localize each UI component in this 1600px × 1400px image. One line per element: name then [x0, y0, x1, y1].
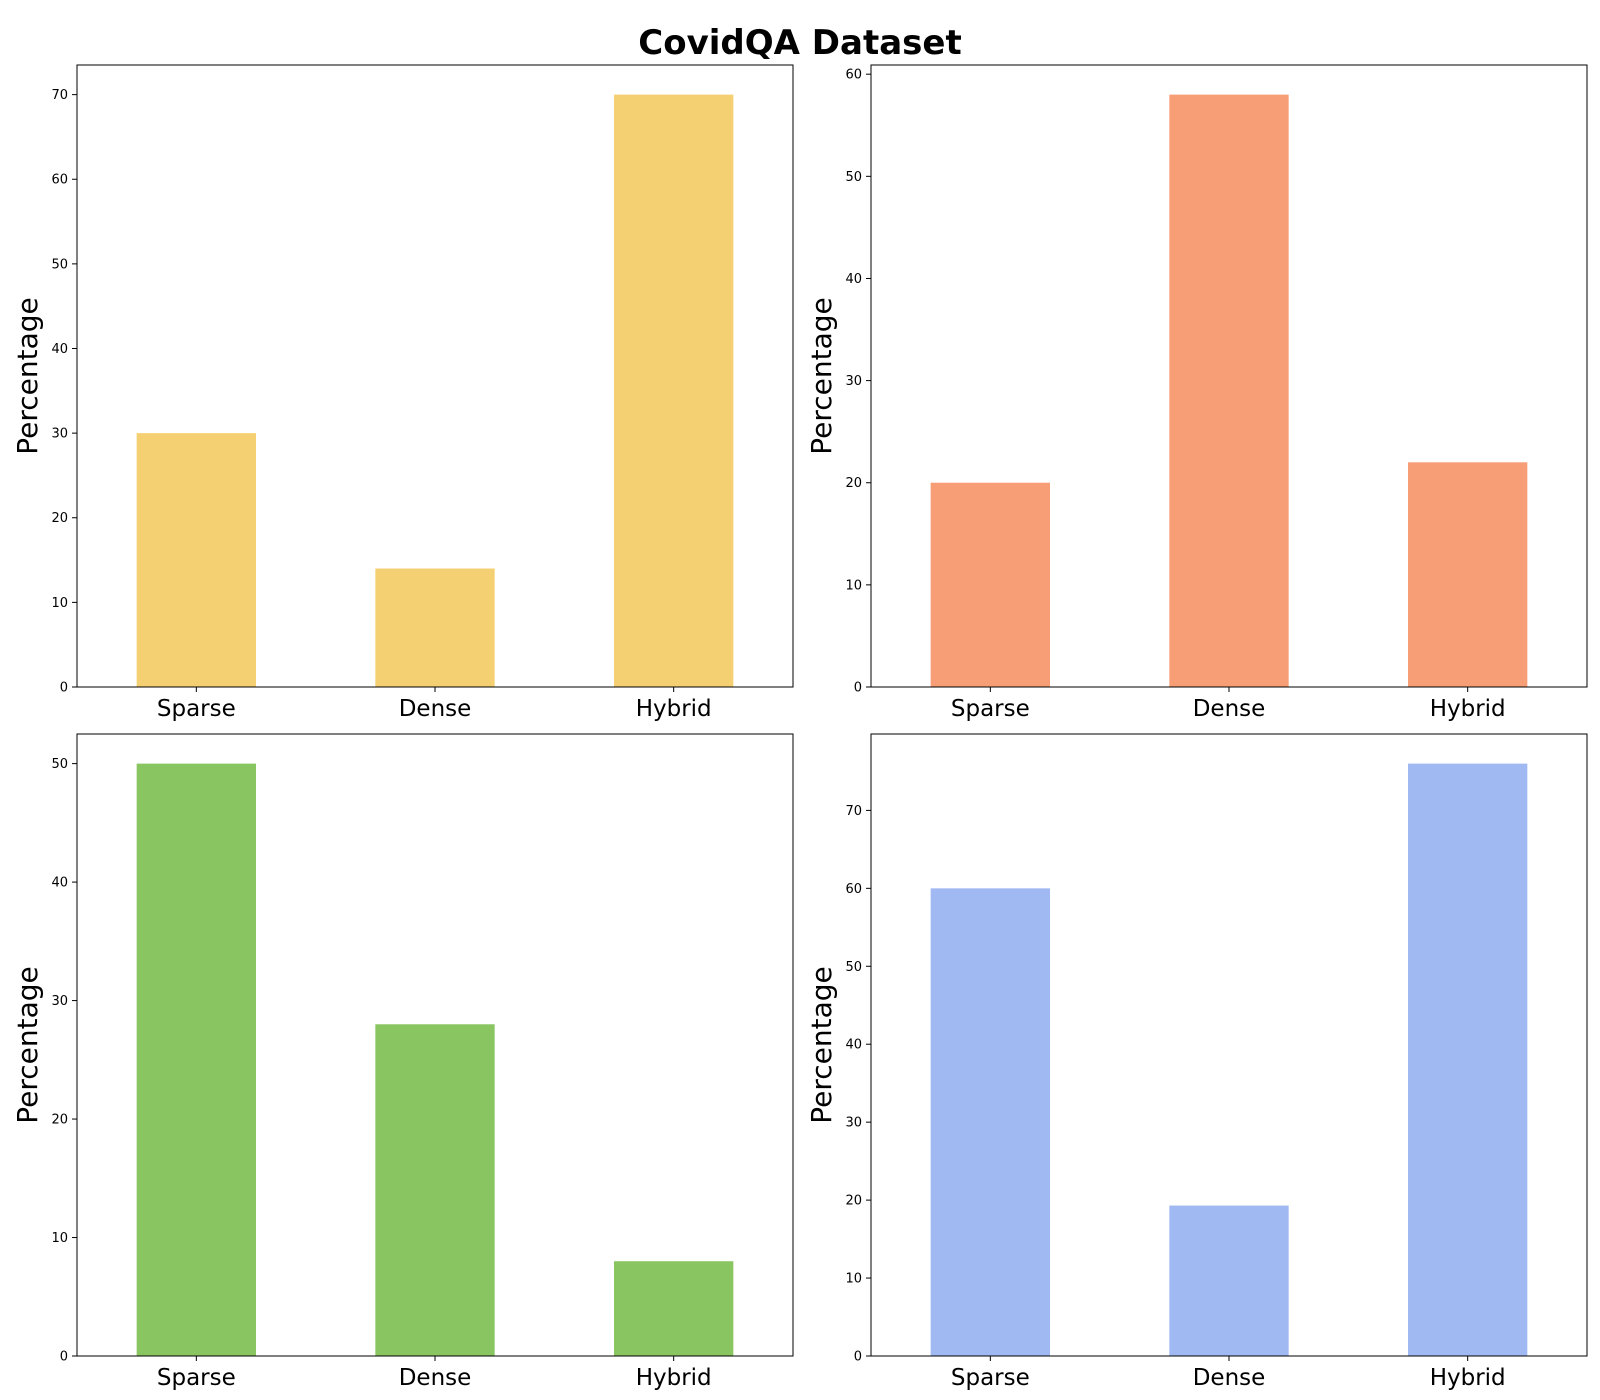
y-tick-label: 50 — [51, 757, 68, 772]
y-tick-label: 40 — [845, 272, 862, 287]
y-tick-label: 60 — [845, 68, 862, 83]
y-tick-label: 40 — [51, 876, 68, 891]
y-tick-label: 30 — [51, 994, 68, 1009]
x-tick-label-sparse: Sparse — [157, 1365, 236, 1391]
x-tick-label-hybrid: Hybrid — [636, 696, 712, 722]
y-axis-label: Percentage — [805, 966, 838, 1124]
x-tick-label-sparse: Sparse — [157, 696, 236, 722]
bar-dense — [1169, 1205, 1289, 1356]
y-tick-label: 50 — [845, 170, 862, 185]
bar-hybrid — [1408, 763, 1528, 1356]
y-tick-label: 30 — [845, 1116, 862, 1131]
y-tick-label: 30 — [845, 374, 862, 389]
subplot-1: 0 10 20 30 40 50 60 70 Sparse Dense Hybrid Percenta… — [11, 64, 794, 722]
bar-dense — [1169, 94, 1289, 688]
y-tick-label: 0 — [60, 681, 68, 696]
bar-hybrid — [614, 94, 734, 688]
bar-sparse — [930, 888, 1050, 1356]
y-tick-label: 50 — [51, 257, 68, 272]
x-tick-label-dense: Dense — [1193, 1365, 1266, 1391]
subplot-3: 0 10 20 30 40 50 Sparse Dense Hybrid Percentage — [11, 733, 794, 1391]
y-axis-label: Percentage — [11, 966, 44, 1124]
subplot-2: 0 10 20 30 40 50 60 Sparse Dense Hybrid Percentage — [805, 64, 1588, 722]
y-axis-label: Percentage — [805, 297, 838, 455]
y-tick-label: 0 — [854, 1350, 862, 1365]
y-tick-label: 10 — [51, 1231, 68, 1246]
x-tick-label-hybrid: Hybrid — [636, 1365, 712, 1391]
x-tick-label-hybrid: Hybrid — [1430, 1365, 1506, 1391]
bar-sparse — [136, 763, 256, 1356]
y-tick-label: 0 — [854, 681, 862, 696]
y-tick-label: 70 — [51, 88, 68, 103]
subplot-grid: 0 10 20 30 40 50 60 70 Sparse Dense Hybrid Percenta… — [11, 64, 1588, 1391]
y-tick-label: 40 — [51, 342, 68, 357]
bar-hybrid — [614, 1261, 734, 1356]
y-tick-label: 20 — [51, 1113, 68, 1128]
y-tick-label: 70 — [845, 804, 862, 819]
bar-hybrid — [1408, 462, 1528, 687]
y-tick-label: 20 — [845, 1194, 862, 1209]
bar-dense — [375, 568, 495, 687]
y-tick-label: 50 — [845, 960, 862, 975]
x-tick-label-dense: Dense — [399, 696, 472, 722]
y-tick-label: 10 — [51, 596, 68, 611]
y-tick-label: 20 — [845, 476, 862, 491]
y-tick-label: 10 — [845, 578, 862, 593]
y-tick-label: 30 — [51, 427, 68, 442]
bar-dense — [375, 1024, 495, 1356]
subplot-4: 0 10 20 30 40 50 60 70 Sparse Dense Hybrid Percenta… — [805, 733, 1588, 1391]
y-tick-label: 10 — [845, 1272, 862, 1287]
y-tick-label: 20 — [51, 511, 68, 526]
x-tick-label-dense: Dense — [399, 1365, 472, 1391]
figure-title: CovidQA Dataset — [638, 23, 961, 63]
y-tick-label: 0 — [60, 1350, 68, 1365]
bar-sparse — [136, 433, 256, 687]
x-tick-label-dense: Dense — [1193, 696, 1266, 722]
y-tick-label: 40 — [845, 1038, 862, 1053]
x-tick-label-sparse: Sparse — [951, 1365, 1030, 1391]
x-tick-label-sparse: Sparse — [951, 696, 1030, 722]
y-tick-label: 60 — [845, 882, 862, 897]
bar-sparse — [930, 482, 1050, 687]
y-tick-label: 60 — [51, 173, 68, 188]
x-tick-label-hybrid: Hybrid — [1430, 696, 1506, 722]
y-axis-label: Percentage — [11, 297, 44, 455]
